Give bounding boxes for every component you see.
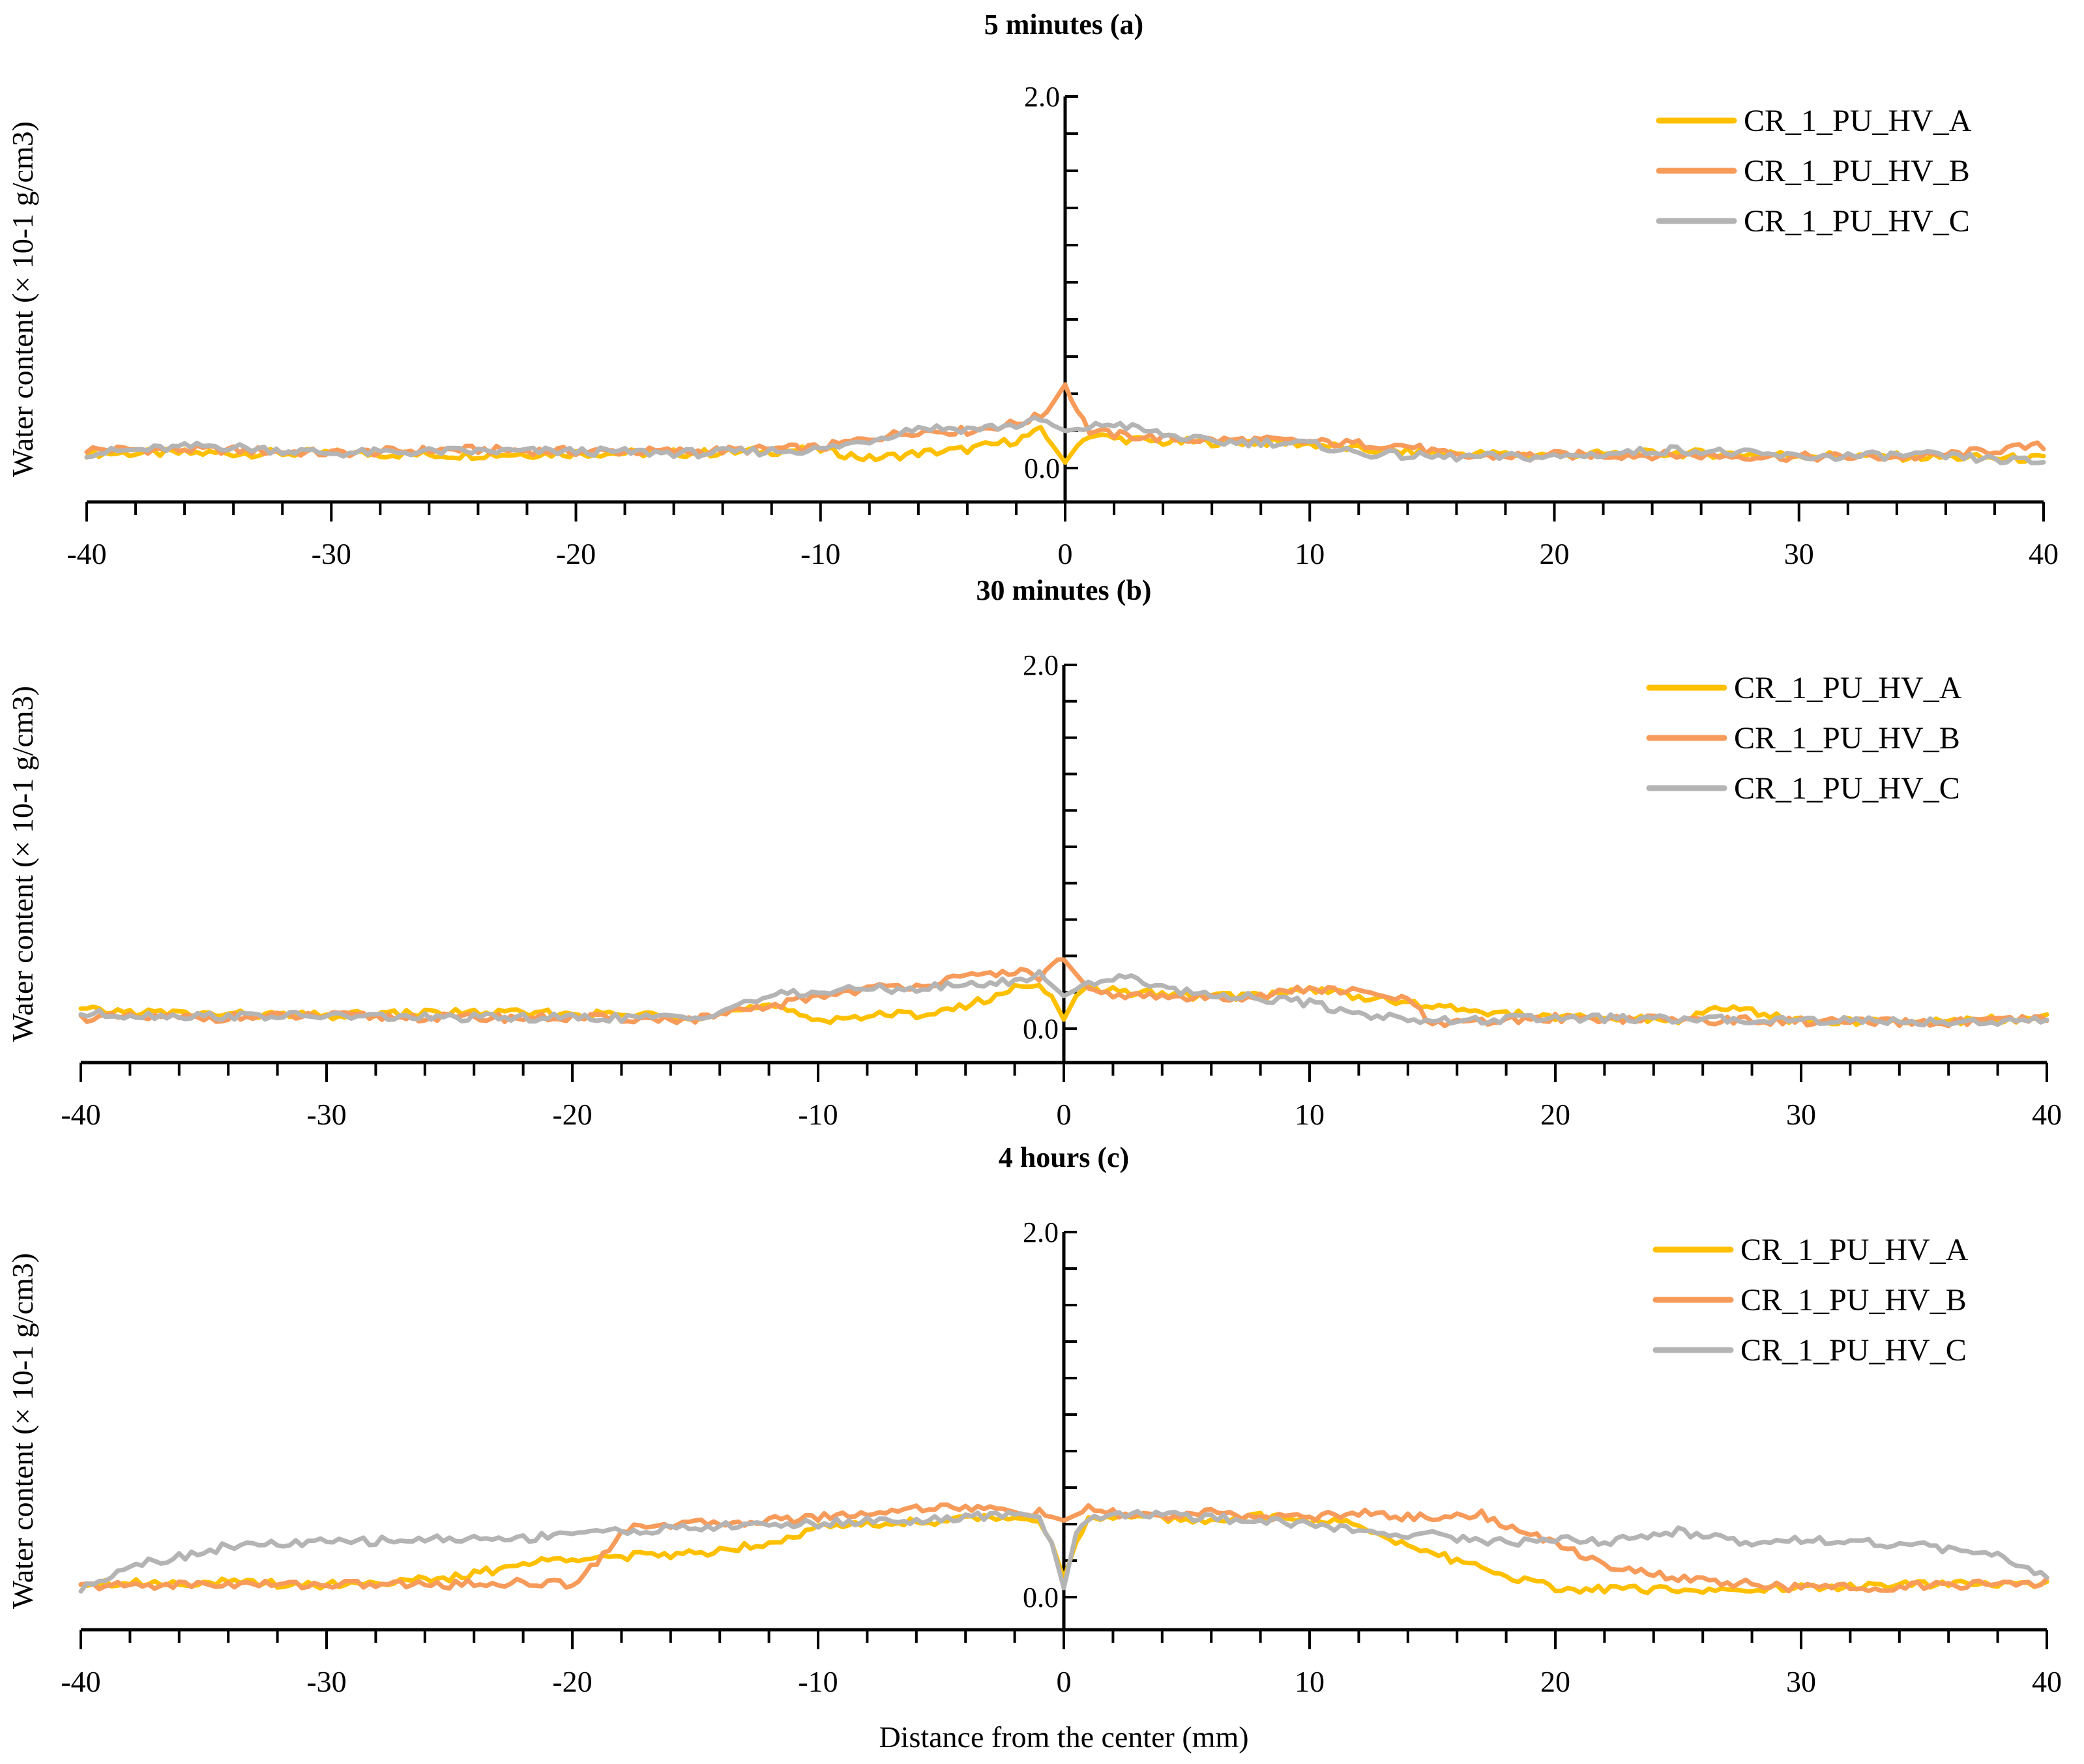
x-tick-label: 10 <box>1295 1665 1325 1698</box>
series-line-a <box>78 982 2049 1027</box>
x-tick-label: 0 <box>1057 1098 1072 1131</box>
panel-title: 30 minutes (b) <box>976 574 1152 606</box>
x-tick-label: -40 <box>61 1665 100 1698</box>
x-tick-label: -10 <box>798 1098 838 1131</box>
legend-label: CR_1_PU_HV_B <box>1740 1283 1967 1317</box>
y-tick-label: 0.0 <box>1024 452 1060 484</box>
panel-title: 4 hours (c) <box>999 1141 1129 1173</box>
series-line-c <box>84 415 2046 465</box>
y-axis-title: Water content (× 10-1 g/cm3) <box>6 1253 39 1609</box>
chart-panel-1: 5 minutes (a) Water content (× 10-1 g/cm3… <box>6 8 2059 570</box>
legend-label: CR_1_PU_HV_C <box>1744 204 1970 239</box>
x-tick-label: -20 <box>556 537 596 570</box>
x-tick-label: -30 <box>312 537 351 570</box>
legend-label: CR_1_PU_HV_B <box>1734 721 1960 756</box>
x-tick-label: -40 <box>66 537 106 570</box>
legend-label: CR_1_PU_HV_C <box>1734 771 1960 806</box>
y-tick-label: 2.0 <box>1024 81 1060 113</box>
chart-panel-2: 30 minutes (b) Water content (× 10-1 g/cm… <box>6 574 2062 1131</box>
panel-title: 5 minutes (a) <box>984 8 1143 40</box>
x-tick-label: 0 <box>1057 1665 1072 1698</box>
x-tick-label: 30 <box>1786 1665 1816 1698</box>
x-tick-label: -20 <box>552 1098 592 1131</box>
legend-label: CR_1_PU_HV_B <box>1744 154 1970 188</box>
legend-label: CR_1_PU_HV_C <box>1740 1333 1967 1368</box>
x-tick-label: 20 <box>1540 1098 1570 1131</box>
x-tick-label: 20 <box>1540 1665 1570 1698</box>
x-tick-label: 0 <box>1058 537 1073 570</box>
series-line-b <box>78 1502 2049 1594</box>
y-tick-label: 0.0 <box>1023 1581 1059 1613</box>
legend-label: CR_1_PU_HV_A <box>1740 1233 1969 1267</box>
x-tick-label: 40 <box>2032 1098 2062 1131</box>
x-tick-label: 30 <box>1784 537 1814 570</box>
x-tick-label: 20 <box>1540 537 1570 570</box>
x-tick-label: 40 <box>2032 1665 2062 1698</box>
x-tick-label: -30 <box>306 1665 346 1698</box>
y-tick-label: 0.0 <box>1023 1013 1059 1045</box>
y-tick-label: 2.0 <box>1023 649 1059 681</box>
chart-panel-3: 4 hours (c) Water content (× 10-1 g/cm3) -… <box>6 1141 2062 1698</box>
y-axis-title: Water content (× 10-1 g/cm3) <box>6 686 39 1042</box>
series-line-c <box>78 969 2049 1028</box>
series-line-b <box>84 382 2046 463</box>
x-tick-label: 40 <box>2029 537 2059 570</box>
x-tick-label: 10 <box>1295 1098 1325 1131</box>
legend-label: CR_1_PU_HV_A <box>1744 104 1972 138</box>
x-tick-label: 30 <box>1786 1098 1816 1131</box>
x-tick-label: -10 <box>798 1665 838 1698</box>
x-tick-label: -40 <box>61 1098 100 1131</box>
legend-label: CR_1_PU_HV_A <box>1734 671 1962 705</box>
x-tick-label: 10 <box>1295 537 1325 570</box>
x-tick-label: -20 <box>552 1665 592 1698</box>
y-axis-title: Water content (× 10-1 g/cm3) <box>6 121 39 477</box>
x-tick-label: -10 <box>800 537 840 570</box>
series-line-c <box>78 1508 2049 1594</box>
x-axis-title: Distance from the center (mm) <box>879 1720 1248 1754</box>
y-tick-label: 2.0 <box>1023 1216 1059 1248</box>
x-tick-label: -30 <box>306 1098 346 1131</box>
